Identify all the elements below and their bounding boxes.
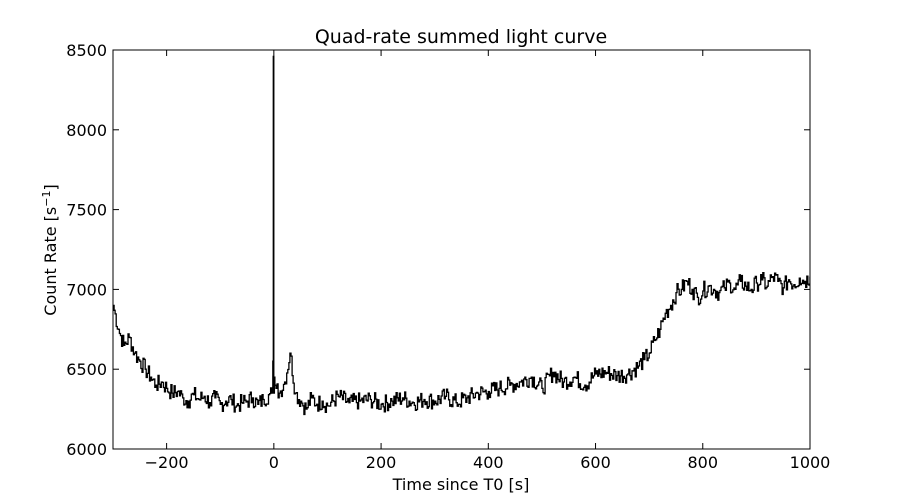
x-axis: −200 0 200 400 600 800 1000 [145, 50, 831, 472]
x-tick-label: 1000 [790, 453, 831, 472]
y-tick-label: 7500 [66, 201, 107, 220]
y-tick-label: 6000 [66, 440, 107, 459]
y-tick-label: 8500 [66, 41, 107, 60]
x-tick-label: 0 [269, 453, 279, 472]
plot-frame [112, 49, 811, 450]
y-axis-label-main: Count Rate [s [41, 207, 60, 316]
chart-title: Quad-rate summed light curve [315, 26, 607, 48]
x-tick-label: 600 [580, 453, 611, 472]
y-tick-label: 8000 [66, 121, 107, 140]
x-tick-label: 200 [366, 453, 397, 472]
y-axis: 6000 6500 7000 7500 8000 8500 [66, 41, 810, 459]
y-tick-label: 6500 [66, 360, 107, 379]
x-axis-label: Time since T0 [s] [392, 475, 530, 494]
series-layer [113, 55, 810, 416]
y-axis-label-sup: −1 [40, 191, 53, 207]
light-curve-line [113, 55, 810, 416]
x-tick-label: −200 [145, 453, 189, 472]
y-axis-label-end: ] [41, 184, 60, 190]
x-tick-label: 800 [687, 453, 718, 472]
y-tick-label: 7000 [66, 280, 107, 299]
y-axis-label: Count Rate [s−1] [40, 184, 60, 315]
x-tick-label: 400 [473, 453, 504, 472]
